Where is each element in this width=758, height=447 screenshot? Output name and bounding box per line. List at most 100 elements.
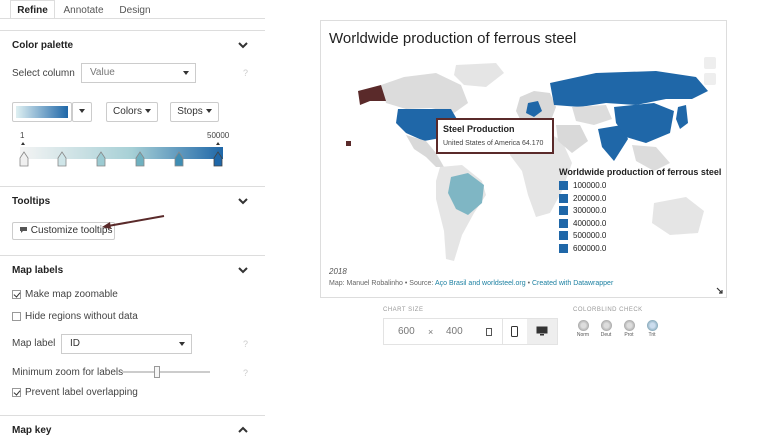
legend-value: 300000.0 bbox=[573, 206, 607, 215]
size-divider bbox=[502, 319, 503, 344]
min-zoom-slider-handle[interactable] bbox=[154, 366, 161, 378]
section-tooltips[interactable]: Tooltips bbox=[0, 186, 265, 214]
colorblind-trit-label: Trit bbox=[648, 332, 656, 338]
colorblind-norm-label: Norm bbox=[576, 332, 590, 338]
section-title: Map labels bbox=[12, 265, 64, 276]
map-region-alaska[interactable] bbox=[358, 85, 386, 105]
world-map[interactable] bbox=[336, 63, 711, 263]
prevent-overlap-label: Prevent label overlapping bbox=[25, 387, 138, 398]
colorblind-prot[interactable]: Prot bbox=[620, 320, 638, 344]
credits-source-link[interactable]: Aço Brasil and worldsteel.org bbox=[434, 280, 526, 287]
colors-button[interactable]: Colors bbox=[106, 102, 158, 122]
map-region-mexico[interactable] bbox=[406, 135, 444, 167]
phone-icon[interactable] bbox=[511, 326, 518, 337]
section-map-key[interactable]: Map key bbox=[0, 415, 265, 443]
zoom-in-button[interactable] bbox=[704, 57, 716, 69]
section-title: Color palette bbox=[12, 40, 74, 51]
comment-icon bbox=[20, 227, 27, 234]
select-column-label: Select column bbox=[12, 68, 75, 79]
chevron-down-icon bbox=[238, 198, 248, 205]
desktop-size-button[interactable] bbox=[527, 319, 557, 344]
tab-bar: Refine Annotate Design bbox=[0, 0, 270, 19]
credits-prefix: Map: Manuel Robalinho • Source: bbox=[329, 280, 435, 287]
min-zoom-label: Minimum zoom for labels bbox=[12, 367, 124, 378]
map-region-middle-east[interactable] bbox=[556, 125, 588, 153]
stops-button-label: Stops bbox=[177, 106, 203, 117]
customize-tooltips-button[interactable]: Customize tooltips bbox=[12, 222, 115, 240]
caret-down-icon bbox=[183, 71, 189, 75]
mobile-size-icon[interactable] bbox=[486, 328, 492, 336]
caret-down-icon bbox=[179, 342, 185, 346]
caret-down-icon bbox=[205, 109, 212, 114]
map-region-russia[interactable] bbox=[550, 71, 708, 107]
help-icon: ? bbox=[243, 368, 249, 378]
map-label-dropdown[interactable]: ID bbox=[61, 334, 192, 354]
prevent-overlap-checkbox[interactable] bbox=[12, 388, 21, 397]
legend-value: 100000.0 bbox=[573, 181, 607, 190]
map-region-central-asia[interactable] bbox=[572, 105, 612, 125]
colorblind-trit-icon bbox=[646, 320, 658, 331]
hover-marker bbox=[346, 141, 351, 146]
map-region-india[interactable] bbox=[598, 125, 628, 161]
colorblind-trit[interactable]: Trit bbox=[643, 320, 661, 344]
chevron-down-icon bbox=[238, 267, 248, 274]
chevron-up-icon bbox=[238, 426, 248, 433]
tooltip-title: Steel Production bbox=[443, 124, 515, 134]
legend-swatch bbox=[559, 206, 568, 215]
map-region-japan[interactable] bbox=[676, 105, 688, 129]
section-color-palette[interactable]: Color palette bbox=[0, 30, 265, 58]
legend-swatch bbox=[559, 181, 568, 190]
stops-button[interactable]: Stops bbox=[170, 102, 219, 122]
credits-created-link[interactable]: Created with Datawrapper bbox=[531, 280, 614, 287]
colorblind-norm[interactable]: Norm bbox=[574, 320, 592, 344]
section-map-labels[interactable]: Map labels bbox=[0, 255, 265, 283]
color-stops-editor[interactable] bbox=[15, 138, 230, 170]
hide-regions-checkbox[interactable] bbox=[12, 312, 21, 321]
resize-handle-icon[interactable] bbox=[716, 287, 723, 294]
zoom-out-button[interactable] bbox=[704, 73, 716, 85]
help-icon: ? bbox=[243, 339, 249, 349]
tab-annotate[interactable]: Annotate bbox=[63, 5, 104, 16]
make-zoomable-checkbox[interactable] bbox=[12, 290, 21, 299]
min-zoom-slider-track[interactable] bbox=[122, 371, 210, 373]
map-region-brazil[interactable] bbox=[448, 173, 484, 215]
colors-button-label: Colors bbox=[113, 106, 142, 117]
tab-refine[interactable]: Refine bbox=[10, 0, 55, 19]
chart-size-caption: CHART SIZE bbox=[383, 307, 424, 313]
colorblind-deut[interactable]: Deut bbox=[597, 320, 615, 344]
colorblind-deut-label: Deut bbox=[600, 332, 612, 338]
map-label-label: Map label bbox=[12, 338, 56, 349]
legend-swatch bbox=[559, 231, 568, 240]
caret-down-icon bbox=[144, 109, 151, 114]
make-zoomable-label: Make map zoomable bbox=[25, 289, 118, 300]
legend-value: 600000.0 bbox=[573, 243, 607, 253]
colorblind-prot-label: Prot bbox=[624, 332, 634, 338]
palette-dropdown-button[interactable] bbox=[72, 102, 92, 122]
legend-swatch bbox=[559, 193, 568, 203]
map-label-value: ID bbox=[70, 338, 80, 349]
chart-height-input[interactable]: 400 bbox=[446, 326, 463, 337]
annotation-arrow bbox=[102, 215, 165, 229]
map-region-canada[interactable] bbox=[381, 73, 468, 113]
colorblind-norm-icon bbox=[577, 320, 589, 331]
chart-title: Worldwide production of ferrous steel bbox=[329, 30, 577, 47]
map-region-australia[interactable] bbox=[652, 197, 704, 235]
chart-preview[interactable]: Worldwide production of ferrous steel bbox=[320, 20, 727, 298]
map-region-china[interactable] bbox=[614, 103, 674, 143]
chevron-down-icon bbox=[238, 42, 248, 49]
legend-swatch bbox=[559, 218, 568, 228]
range-min-label: 1 bbox=[20, 131, 25, 140]
section-title: Tooltips bbox=[12, 196, 51, 207]
map-region-germany[interactable] bbox=[526, 101, 542, 117]
palette-preview-button[interactable] bbox=[12, 102, 72, 122]
chart-width-input[interactable]: 600 bbox=[398, 326, 415, 337]
hide-regions-label: Hide regions without data bbox=[25, 311, 138, 322]
chart-size-controls: 600 × 400 bbox=[383, 318, 558, 345]
size-times-sign: × bbox=[428, 327, 434, 337]
map-region-greenland[interactable] bbox=[454, 63, 504, 87]
select-column-dropdown[interactable]: Value bbox=[81, 63, 196, 83]
map-region-southeast-asia[interactable] bbox=[632, 145, 670, 171]
tab-design[interactable]: Design bbox=[119, 5, 151, 16]
colorblind-deut-icon bbox=[600, 320, 612, 331]
colorblind-prot-icon bbox=[623, 320, 635, 331]
